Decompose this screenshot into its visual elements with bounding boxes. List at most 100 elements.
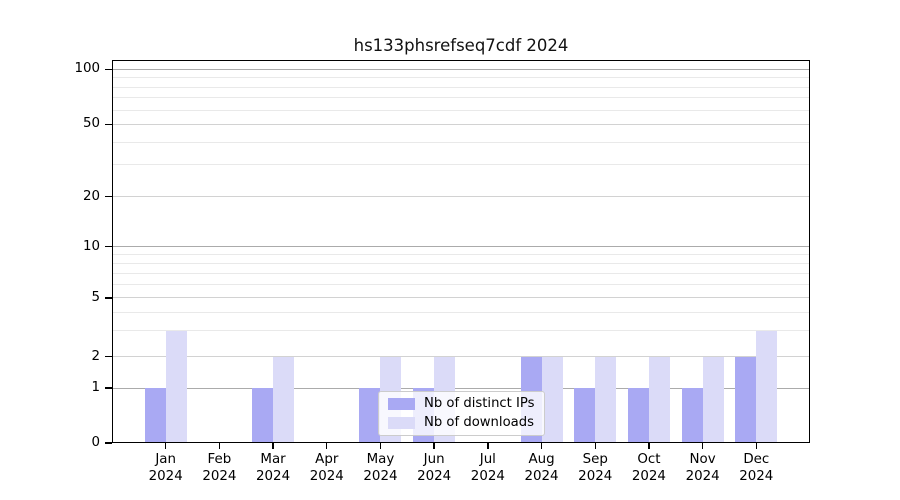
- minor-gridline: [112, 123, 810, 125]
- x-tick-year: 2024: [148, 468, 183, 484]
- x-tick-label: Apr 2024: [296, 452, 358, 485]
- bar-downloads: [702, 356, 724, 443]
- bar-downloads: [648, 356, 670, 443]
- x-tick-year: 2024: [578, 468, 613, 484]
- y-tick-label: 20: [82, 188, 100, 204]
- x-tick-year: 2024: [685, 468, 720, 484]
- bar-distinct-ips: [681, 388, 703, 443]
- x-tick-month: Oct: [637, 452, 661, 467]
- x-tick-month: Jun: [423, 452, 445, 467]
- bar-distinct-ips: [627, 388, 649, 443]
- x-tick-year: 2024: [739, 468, 774, 484]
- x-tick-year: 2024: [309, 468, 344, 484]
- x-tick-year: 2024: [363, 468, 398, 484]
- minor-gridline: [112, 297, 810, 299]
- x-tick-month: Dec: [743, 452, 770, 467]
- minor-gridline: [112, 330, 810, 332]
- legend: Nb of distinct IPs Nb of downloads: [378, 391, 545, 436]
- x-tick-year: 2024: [256, 468, 291, 484]
- y-tick: [105, 355, 112, 358]
- x-tick-label: Jul 2024: [457, 452, 519, 485]
- x-tick: [326, 443, 328, 449]
- x-tick-month: Nov: [689, 452, 716, 467]
- y-tick: [105, 297, 112, 299]
- bar-distinct-ips: [359, 388, 381, 443]
- x-tick-label: Sep 2024: [564, 452, 626, 485]
- x-tick: [164, 443, 167, 449]
- legend-row-distinct-ips: Nb of distinct IPs: [388, 397, 544, 411]
- minor-gridline: [112, 283, 810, 285]
- x-tick-month: Aug: [528, 452, 555, 467]
- y-tick: [105, 68, 112, 71]
- y-tick-label: 100: [74, 61, 100, 77]
- minor-gridline: [112, 164, 810, 166]
- x-tick: [379, 443, 382, 449]
- bar-distinct-ips: [735, 356, 757, 443]
- y-tick-label: 2: [91, 348, 100, 364]
- x-tick: [594, 443, 596, 449]
- x-tick-label: Mar 2024: [242, 452, 304, 485]
- bar-downloads: [756, 330, 778, 443]
- x-tick: [272, 443, 274, 449]
- y-tick: [105, 195, 112, 198]
- x-tick: [648, 443, 650, 449]
- bar-downloads: [541, 356, 563, 443]
- minor-gridline: [112, 356, 810, 358]
- x-tick-year: 2024: [202, 468, 237, 484]
- minor-gridline: [112, 77, 810, 79]
- bar-downloads: [595, 356, 617, 443]
- minor-gridline: [112, 109, 810, 111]
- x-tick-label: Nov 2024: [672, 452, 734, 485]
- minor-gridline: [112, 253, 810, 255]
- major-gridline: [112, 68, 810, 70]
- legend-row-downloads: Nb of downloads: [388, 416, 544, 430]
- x-tick-year: 2024: [631, 468, 666, 484]
- legend-label-downloads: Nb of downloads: [424, 415, 534, 430]
- bar-distinct-ips: [144, 388, 166, 443]
- x-tick-year: 2024: [524, 468, 559, 484]
- x-tick-month: Sep: [582, 452, 608, 467]
- x-tick-label: Oct 2024: [618, 452, 680, 485]
- bar-distinct-ips: [252, 388, 274, 443]
- x-tick-label: Jun 2024: [403, 452, 465, 485]
- x-tick-month: Jan: [155, 452, 177, 467]
- x-tick-month: Apr: [315, 452, 339, 467]
- chart-title: hs133phsrefseq7cdf 2024: [353, 36, 569, 55]
- y-tick: [105, 387, 112, 389]
- x-tick-year: 2024: [470, 468, 505, 484]
- legend-swatch-distinct-ips-icon: [388, 398, 415, 410]
- x-tick-month: May: [366, 452, 395, 467]
- y-tick: [105, 123, 112, 126]
- minor-gridline: [112, 86, 810, 88]
- x-tick-label: May 2024: [349, 452, 411, 485]
- x-tick-label: Jan 2024: [135, 452, 197, 485]
- x-tick: [701, 443, 704, 449]
- x-tick: [755, 443, 757, 449]
- minor-gridline: [112, 311, 810, 313]
- bar-downloads: [165, 330, 187, 443]
- x-tick-month: Feb: [207, 452, 232, 467]
- y-tick-label: 10: [82, 238, 100, 254]
- minor-gridline: [112, 262, 810, 264]
- minor-gridline: [112, 97, 810, 99]
- x-tick-label: Aug 2024: [511, 452, 573, 485]
- x-tick: [487, 443, 489, 449]
- y-tick: [105, 245, 112, 248]
- y-tick-label: 0: [91, 435, 100, 450]
- major-gridline: [112, 246, 810, 248]
- y-tick: [105, 442, 112, 444]
- x-tick-month: Jul: [479, 452, 496, 467]
- x-tick: [218, 443, 221, 449]
- legend-label-distinct-ips: Nb of distinct IPs: [424, 396, 535, 411]
- minor-gridline: [112, 141, 810, 143]
- plot-area: [112, 60, 810, 443]
- minor-gridline: [112, 272, 810, 274]
- legend-swatch-downloads-icon: [388, 417, 415, 429]
- bar-downloads: [273, 356, 295, 443]
- x-tick: [433, 443, 435, 449]
- x-tick: [540, 443, 543, 449]
- x-tick-year: 2024: [417, 468, 452, 484]
- y-tick-label: 50: [82, 116, 100, 132]
- x-tick-label: Dec 2024: [725, 452, 787, 485]
